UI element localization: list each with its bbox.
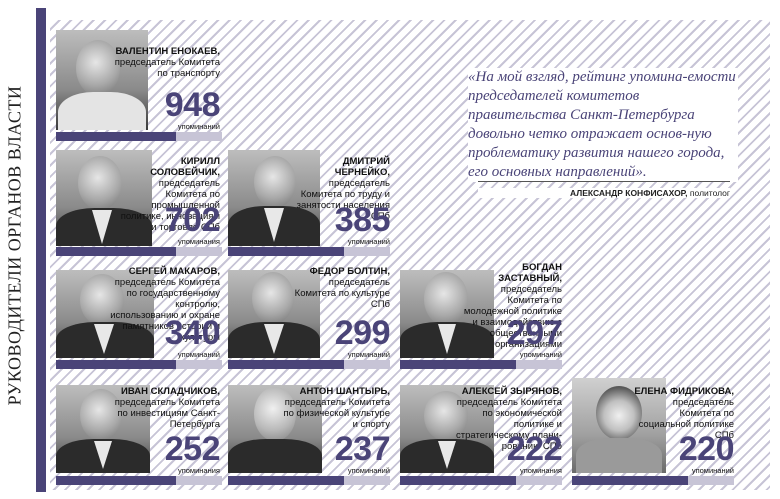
quote-divider [478, 181, 730, 182]
bar-light [176, 132, 222, 141]
person-name-block: Богдан Заставный, председатель Комитета … [462, 262, 562, 350]
person-name-block: Алексей Зырянов, председатель Комитета п… [444, 386, 562, 452]
portrait-photo [228, 270, 320, 358]
bar-dark [56, 476, 176, 485]
bar-dark [572, 476, 688, 485]
bar-light [344, 476, 390, 485]
quote-author-role: политолог [689, 188, 730, 198]
person-name: Богдан Заставный, [498, 262, 562, 284]
bar-dark [228, 476, 344, 485]
bar-dark [400, 476, 516, 485]
portrait-photo [56, 270, 154, 358]
portrait-photo [228, 150, 320, 246]
mention-count: 222 [506, 430, 563, 468]
person-name: Дмитрий Чернейко, [334, 156, 390, 178]
person-role: председатель Комитета по государственном… [110, 277, 220, 343]
person-name-block: Елена Фидрикова, председатель Комитета п… [630, 386, 734, 441]
mention-unit: упоминания [519, 466, 562, 475]
bar-dark [228, 247, 344, 256]
person-role: председатель Комитета по культуре СПб [294, 277, 390, 310]
person-name: Валентин Енокаев, [115, 46, 220, 57]
mention-count: 299 [334, 314, 391, 352]
side-stripe [36, 8, 46, 492]
person-role: председатель Комитета по физической куль… [283, 397, 390, 430]
person-role: председатель Комитета по транспорту [114, 57, 220, 79]
person-name: Кирилл Соловейчик, [150, 156, 220, 178]
quote-author-name: АЛЕКСАНДР КОНФИСАХОР, [570, 188, 688, 198]
mention-count: 385 [334, 201, 391, 239]
mention-count: 220 [678, 430, 735, 468]
person-name-block: Сергей Макаров, председатель Комитета по… [110, 266, 220, 343]
person-name: Сергей Макаров, [128, 266, 220, 277]
bar-dark [56, 360, 176, 369]
mention-unit: упоминаний [347, 237, 390, 246]
person-name-block: Федор Болтин, председатель Комитета по к… [290, 266, 390, 310]
person-role: председатель Комитета по молодежной поли… [463, 284, 562, 350]
mention-unit: упоминаний [177, 122, 220, 131]
mention-unit: упоминаний [177, 350, 220, 359]
mention-unit: упоминания [177, 466, 220, 475]
portrait-photo [400, 270, 494, 358]
bar-light [516, 476, 562, 485]
bar-light [176, 360, 222, 369]
person-role: председатель Комитета по социальной поли… [638, 397, 734, 441]
mention-count: 702 [164, 201, 221, 239]
portrait-photo [572, 378, 666, 473]
person-name: Елена Фидрикова, [634, 386, 734, 397]
mention-unit: упоминания [177, 237, 220, 246]
mention-count: 237 [334, 430, 391, 468]
person-role: председатель Комитета по инвестициям Сан… [114, 397, 220, 430]
portrait-photo [228, 385, 322, 473]
bar-dark [56, 132, 176, 141]
person-name: Иван Складчиков, [121, 386, 220, 397]
bar-light [688, 476, 734, 485]
bar-light [344, 360, 390, 369]
mention-unit: упоминаний [519, 350, 562, 359]
person-name-block: Кирилл Соловейчик, председатель Комитета… [120, 156, 220, 233]
person-name: Антон Шантырь, [299, 386, 390, 397]
mention-count: 297 [506, 314, 563, 352]
bar-light [516, 360, 562, 369]
person-name-block: Антон Шантырь, председатель Комитета по … [280, 386, 390, 430]
bar-light [176, 476, 222, 485]
person-name-block: Дмитрий Чернейко, председатель Комитета … [290, 156, 390, 222]
quote-author: АЛЕКСАНДР КОНФИСАХОР, политолог [478, 188, 730, 198]
quote-text: «На мой взгляд, рейтинг упомина-емости п… [468, 68, 738, 182]
person-role: председатель Комитета по промышленной по… [120, 178, 220, 233]
person-name-block: Валентин Енокаев, председатель Комитета … [110, 46, 220, 79]
bar-dark [228, 360, 344, 369]
mention-count: 252 [164, 430, 221, 468]
person-role: председатель Комитета по труду и занятос… [296, 178, 390, 222]
person-name-block: Иван Складчиков, председатель Комитета п… [110, 386, 220, 430]
person-name: Федор Болтин, [309, 266, 390, 277]
bar-dark [400, 360, 516, 369]
mention-unit: упоминаний [347, 350, 390, 359]
portrait-photo [56, 150, 152, 246]
person-name: Алексей Зырянов, [461, 386, 562, 397]
bar-light [344, 247, 390, 256]
portrait-photo [56, 30, 148, 130]
person-role: председатель Комитета по экономической п… [455, 397, 562, 452]
bar-light [176, 247, 222, 256]
mention-unit: упоминаний [347, 466, 390, 475]
side-panel [0, 0, 32, 499]
portrait-photo [56, 385, 150, 473]
mention-count: 340 [164, 314, 221, 352]
mention-count: 948 [164, 86, 221, 124]
side-title: РУКОВОДИТЕЛИ ОРГАНОВ ВЛАСТИ [4, 85, 25, 406]
bar-dark [56, 247, 176, 256]
mention-unit: упоминаний [691, 466, 734, 475]
portrait-photo [400, 385, 494, 473]
